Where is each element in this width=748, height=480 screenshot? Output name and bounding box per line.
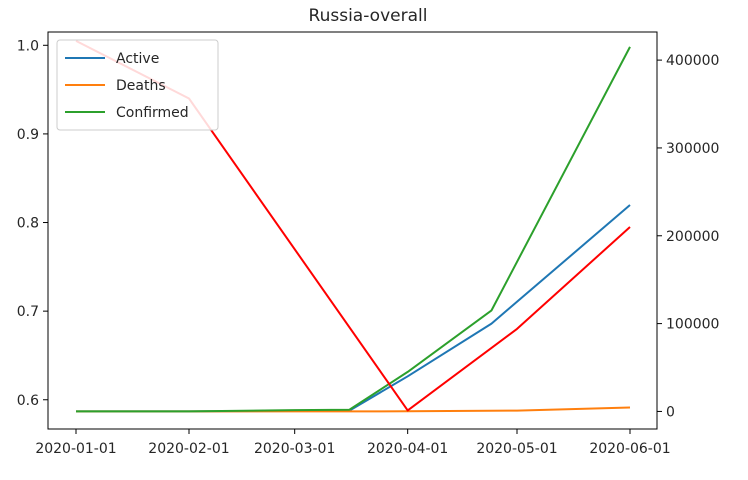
x-tick-label: 2020-05-01 bbox=[476, 441, 557, 457]
series-line-confirmed bbox=[76, 46, 631, 413]
y-right-tick-label: 200000 bbox=[666, 229, 719, 245]
x-axis: 2020-01-01 2020-02-01 2020-03-01 2020-04-01… bbox=[35, 429, 671, 457]
legend-label-confirmed: Confirmed bbox=[116, 105, 189, 121]
legend-label-deaths: Deaths bbox=[116, 78, 166, 94]
legend: Active Deaths Confirmed bbox=[56, 39, 219, 131]
series-line-active bbox=[76, 204, 631, 413]
y-left-tick-label: 0.9 bbox=[17, 127, 39, 143]
x-tick-label: 2020-02-01 bbox=[148, 441, 229, 457]
y-axis-left: 0.6 0.7 0.8 0.9 1.0 bbox=[17, 38, 48, 409]
x-tick-label: 2020-06-01 bbox=[589, 441, 670, 457]
x-tick-label: 2020-03-01 bbox=[254, 441, 335, 457]
y-right-tick-label: 400000 bbox=[666, 53, 719, 69]
y-left-tick-label: 0.6 bbox=[17, 393, 39, 409]
y-left-tick-label: 0.8 bbox=[17, 216, 39, 232]
x-tick-label: 2020-04-01 bbox=[367, 441, 448, 457]
legend-label-active: Active bbox=[116, 51, 159, 67]
chart-title: Russia-overall bbox=[309, 6, 428, 26]
y-axis-right: 0 100000 200000 300000 400000 bbox=[657, 53, 719, 420]
y-left-tick-label: 0.7 bbox=[17, 304, 39, 320]
plot-frame bbox=[47, 31, 658, 430]
x-tick-label: 2020-01-01 bbox=[35, 441, 116, 457]
y-right-tick-label: 0 bbox=[666, 404, 675, 420]
y-left-tick-label: 1.0 bbox=[17, 38, 39, 54]
y-right-tick-label: 300000 bbox=[666, 141, 719, 157]
y-right-tick-label: 100000 bbox=[666, 317, 719, 333]
legend-box bbox=[56, 39, 219, 131]
